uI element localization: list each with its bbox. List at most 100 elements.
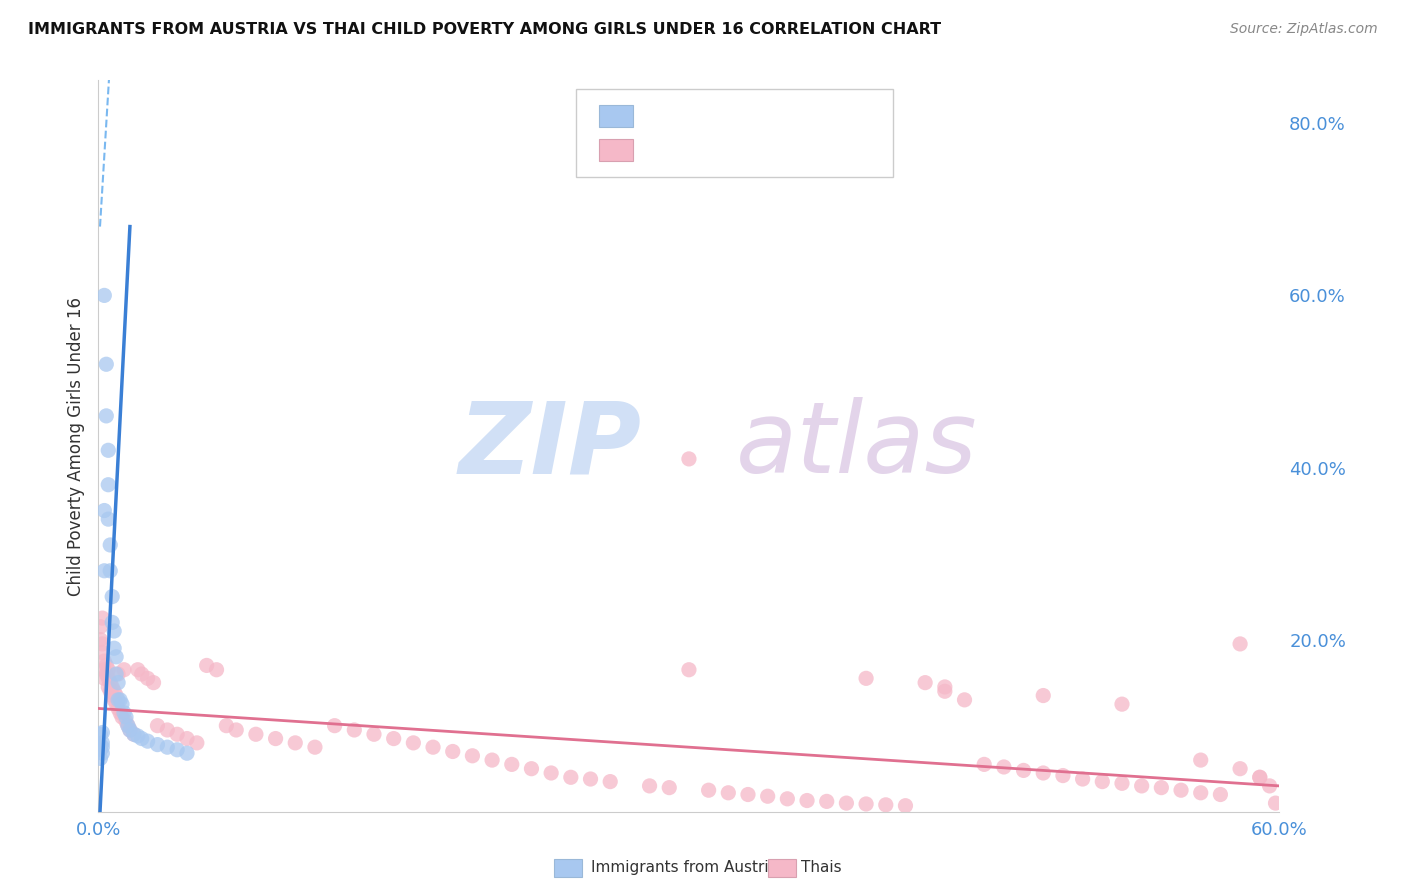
Point — [560, 770, 582, 784]
Text: atlas: atlas — [737, 398, 977, 494]
Point — [118, 723, 141, 737]
Point — [146, 719, 169, 733]
Point — [131, 731, 153, 746]
Point — [101, 689, 124, 703]
Point — [107, 701, 129, 715]
Point — [678, 451, 700, 466]
Point — [93, 288, 115, 302]
Point — [93, 654, 115, 668]
Point — [107, 667, 129, 681]
Point — [111, 710, 134, 724]
Point — [638, 779, 661, 793]
Point — [112, 663, 135, 677]
Point — [89, 632, 111, 647]
Point — [1189, 786, 1212, 800]
Point — [481, 753, 503, 767]
Point — [1130, 779, 1153, 793]
Point — [97, 443, 120, 458]
Text: 104: 104 — [792, 138, 830, 156]
Point — [1189, 753, 1212, 767]
Point — [284, 736, 307, 750]
Text: R =: R = — [638, 138, 669, 156]
Point — [934, 684, 956, 698]
Point — [697, 783, 720, 797]
Point — [186, 736, 208, 750]
Point — [127, 663, 149, 677]
Point — [97, 477, 120, 491]
Point — [678, 663, 700, 677]
Point — [382, 731, 405, 746]
Point — [127, 729, 149, 743]
Point — [176, 731, 198, 746]
Point — [105, 697, 128, 711]
Point — [108, 706, 131, 720]
Point — [1249, 770, 1271, 784]
Point — [835, 796, 858, 810]
Point — [855, 797, 877, 811]
Point — [122, 727, 145, 741]
Point — [796, 793, 818, 807]
Point — [993, 760, 1015, 774]
Point — [103, 624, 125, 638]
Point — [131, 667, 153, 681]
Point — [91, 736, 114, 750]
Point — [89, 727, 111, 741]
Point — [934, 680, 956, 694]
Point — [91, 746, 114, 760]
Point — [117, 719, 139, 733]
Point — [658, 780, 681, 795]
Point — [115, 710, 138, 724]
Point — [156, 740, 179, 755]
Point — [1032, 766, 1054, 780]
Point — [1229, 637, 1251, 651]
Point — [205, 663, 228, 677]
Point — [215, 719, 238, 733]
Point — [91, 611, 114, 625]
Point — [105, 689, 128, 703]
Point — [1111, 776, 1133, 790]
Point — [118, 723, 141, 737]
Point — [101, 590, 124, 604]
Point — [894, 798, 917, 813]
Text: N =: N = — [745, 138, 776, 156]
Point — [166, 727, 188, 741]
Point — [105, 667, 128, 681]
Point — [107, 693, 129, 707]
Point — [117, 719, 139, 733]
Point — [112, 706, 135, 720]
Point — [756, 789, 779, 804]
Point — [101, 680, 124, 694]
Text: 0.621: 0.621 — [689, 104, 745, 122]
Point — [146, 738, 169, 752]
Point — [1258, 779, 1281, 793]
Point — [1071, 772, 1094, 786]
Point — [1249, 770, 1271, 784]
Point — [1150, 780, 1173, 795]
Point — [914, 675, 936, 690]
Point — [953, 693, 976, 707]
Point — [1209, 788, 1232, 802]
Point — [195, 658, 218, 673]
Text: IMMIGRANTS FROM AUSTRIA VS THAI CHILD POVERTY AMONG GIRLS UNDER 16 CORRELATION C: IMMIGRANTS FROM AUSTRIA VS THAI CHILD PO… — [28, 22, 941, 37]
Point — [245, 727, 267, 741]
Text: N =: N = — [745, 104, 776, 122]
Point — [599, 774, 621, 789]
Point — [107, 675, 129, 690]
Point — [166, 743, 188, 757]
Text: Thais: Thais — [801, 860, 842, 874]
Point — [1052, 768, 1074, 782]
Point — [91, 725, 114, 739]
Point — [1111, 697, 1133, 711]
Point — [101, 615, 124, 630]
Point — [105, 649, 128, 664]
Point — [323, 719, 346, 733]
Point — [115, 714, 138, 729]
Point — [1229, 762, 1251, 776]
Text: -0.305: -0.305 — [678, 138, 742, 156]
Point — [98, 564, 121, 578]
Text: R =: R = — [638, 104, 669, 122]
Point — [579, 772, 602, 786]
Text: ZIP: ZIP — [458, 398, 641, 494]
Point — [93, 503, 115, 517]
Text: Immigrants from Austria: Immigrants from Austria — [591, 860, 778, 874]
